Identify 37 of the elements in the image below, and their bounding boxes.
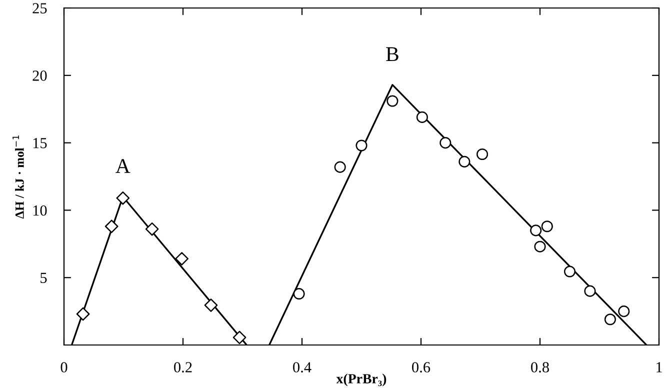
annotation: B	[386, 47, 398, 62]
point	[116, 191, 130, 205]
point	[386, 95, 398, 107]
annotation: A	[116, 159, 130, 173]
point	[76, 307, 90, 321]
x-axis-title: x(PrBr₃)	[336, 374, 386, 386]
y-axis-title: ΔH / kJ · mol$^{−1}$	[12, 136, 24, 219]
point	[175, 252, 188, 266]
point	[476, 148, 488, 160]
point	[440, 137, 452, 149]
y-tick-label: 5	[40, 272, 47, 284]
point	[604, 314, 616, 326]
point	[584, 285, 596, 297]
point	[458, 156, 470, 168]
x-tick-label: 0	[60, 362, 68, 372]
point	[541, 220, 553, 232]
point	[564, 266, 576, 278]
x-tick-label: 0.2	[174, 362, 192, 372]
point	[416, 111, 428, 123]
x-tick-label: 0.6	[412, 362, 430, 372]
point	[356, 140, 368, 152]
point	[534, 240, 546, 252]
y-tick-label: 10	[33, 205, 47, 216]
point	[232, 330, 246, 344]
y-tick-label: 15	[33, 138, 47, 148]
y-tick-label: 20	[32, 70, 47, 81]
point	[334, 161, 346, 173]
point	[104, 220, 118, 234]
x-tick-label: 0.8	[531, 362, 549, 372]
x-tick-label: 1	[656, 362, 662, 372]
point	[145, 222, 159, 236]
point	[618, 306, 630, 318]
x-tick-label: 0.4	[293, 362, 312, 372]
point	[530, 224, 542, 236]
point	[293, 288, 305, 300]
y-tick-label: 25	[32, 3, 47, 14]
point	[204, 298, 218, 312]
